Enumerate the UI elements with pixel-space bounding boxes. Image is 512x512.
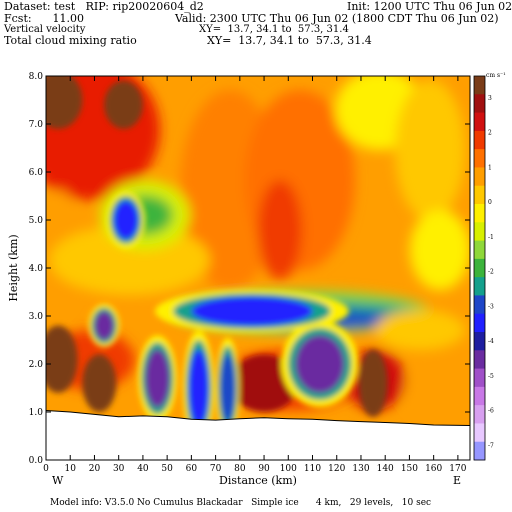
x-tick-label: 90	[258, 464, 270, 474]
updraft-core	[82, 354, 117, 413]
colorbar-swatch	[474, 258, 485, 278]
colorbar-swatch	[474, 368, 485, 388]
x-tick-label: 50	[161, 464, 173, 474]
colorbar-swatch	[474, 441, 485, 461]
forecast-hour-label: Fcst: 11.00	[4, 12, 85, 25]
downdraft-core	[188, 349, 209, 427]
x-axis-ticks: 0 10 20 30 40 50 60 70 80 90 100 110 120 130 140 150 160…	[43, 76, 467, 474]
colorbar-label: 0	[488, 199, 492, 206]
x-tick-label: 20	[89, 464, 101, 474]
terrain-mask	[46, 410, 470, 460]
x-tick-label: 0	[43, 464, 49, 474]
x-tick-label: 60	[186, 464, 198, 474]
updraft-core	[358, 349, 388, 417]
colorbar-label: -3	[488, 303, 494, 310]
colorbar-swatch	[474, 295, 485, 315]
colorbar-swatch	[474, 240, 485, 260]
colorbar-swatch	[474, 76, 485, 95]
downdraft-core	[145, 349, 170, 408]
y-tick-label: 6.0	[29, 168, 44, 178]
downdraft-core	[295, 335, 345, 393]
downdraft-core	[191, 296, 313, 326]
colorbar-frame	[473, 75, 486, 461]
colorbar-unit: cm s⁻¹	[486, 72, 506, 79]
x-end-label: E	[453, 474, 461, 487]
y-tick-label: 1.0	[29, 408, 44, 418]
colorbar-swatch	[474, 313, 485, 333]
colorbar-swatch	[474, 222, 485, 242]
field1-xy-label: XY= 13.7, 34.1 to 57.3, 31.4	[199, 24, 349, 35]
x-tick-label: 150	[401, 464, 418, 474]
x-tick-label: 30	[113, 464, 125, 474]
downdraft-core	[94, 311, 114, 340]
colorbar-swatch	[474, 149, 485, 168]
colorbar-swatch	[474, 405, 485, 424]
colorbar-label: -7	[488, 442, 494, 449]
colorbar-label: -5	[488, 373, 494, 380]
field2-xy-label: XY= 13.7, 34.1 to 57.3, 31.4	[207, 34, 372, 47]
colorbar-label: 1	[488, 164, 492, 171]
updraft-core	[230, 354, 298, 413]
colorbar-swatch	[474, 130, 485, 150]
colorbar-label: 2	[488, 130, 492, 137]
field1-label: Vertical velocity	[4, 24, 86, 35]
colorbar-swatch	[474, 350, 485, 370]
plot-field	[46, 76, 470, 460]
y-axis-title: Height (km)	[7, 234, 20, 301]
y-tick-label: 3.0	[29, 312, 44, 322]
valid-time-label: Valid: 2300 UTC Thu 06 Jun 02 (1800 CDT …	[175, 12, 499, 25]
x-tick-label: 100	[280, 464, 297, 474]
colorbar-swatch	[474, 94, 485, 114]
colorbar: 3 2 1 0 -1 -2 -3 -4 -5 -6 -7	[473, 75, 494, 461]
y-tick-label: 8.0	[29, 72, 44, 82]
x-tick-label: 80	[234, 464, 246, 474]
field-features	[46, 76, 388, 446]
x-start-label: W	[52, 474, 64, 487]
colorbar-label: -2	[488, 269, 494, 276]
colorbar-label: 3	[488, 95, 492, 102]
colorbar-swatch	[474, 332, 485, 351]
colorbar-swatch	[474, 112, 485, 132]
x-tick-label: 170	[449, 464, 466, 474]
model-info-footer: Model info: V3.5.0 No Cumulus Blackadar …	[50, 498, 432, 508]
y-tick-label: 4.0	[29, 264, 44, 274]
colorbar-label: -1	[488, 234, 494, 241]
downdraft-core	[220, 354, 235, 422]
x-tick-label: 130	[352, 464, 369, 474]
colorbar-swatch	[474, 423, 485, 443]
colorbar-swatch	[474, 204, 485, 223]
y-tick-label: 0.0	[29, 456, 44, 466]
updraft-core	[46, 76, 83, 129]
y-tick-label: 5.0	[29, 216, 44, 226]
updraft-core	[46, 325, 78, 393]
x-tick-label: 40	[137, 464, 149, 474]
init-time-label: Init: 1200 UTC Thu 06 Jun 02	[347, 0, 512, 13]
x-axis-title: Distance (km)	[219, 474, 297, 487]
colorbar-label: -4	[488, 338, 494, 345]
colorbar-label: -6	[488, 408, 494, 415]
y-tick-label: 7.0	[29, 120, 44, 130]
x-tick-label: 140	[377, 464, 394, 474]
colorbar-swatch	[474, 277, 485, 296]
y-axis-ticks: 0.0 1.0 2.0 3.0 4.0 5.0 6.0 7.0 8.0	[29, 72, 470, 466]
dataset-label: Dataset: test RIP: rip20020604_d2	[4, 0, 204, 13]
x-tick-label: 70	[210, 464, 222, 474]
downdraft-core	[113, 200, 139, 240]
x-tick-label: 10	[65, 464, 77, 474]
field2-label: Total cloud mixing ratio	[4, 34, 137, 47]
colorbar-swatch	[474, 167, 485, 187]
updraft-core	[104, 80, 143, 129]
x-tick-label: 120	[328, 464, 345, 474]
y-tick-label: 2.0	[29, 360, 44, 370]
x-tick-label: 110	[304, 464, 321, 474]
colorbar-swatch	[474, 185, 485, 205]
x-tick-label: 160	[425, 464, 442, 474]
colorbar-swatch	[474, 386, 485, 406]
